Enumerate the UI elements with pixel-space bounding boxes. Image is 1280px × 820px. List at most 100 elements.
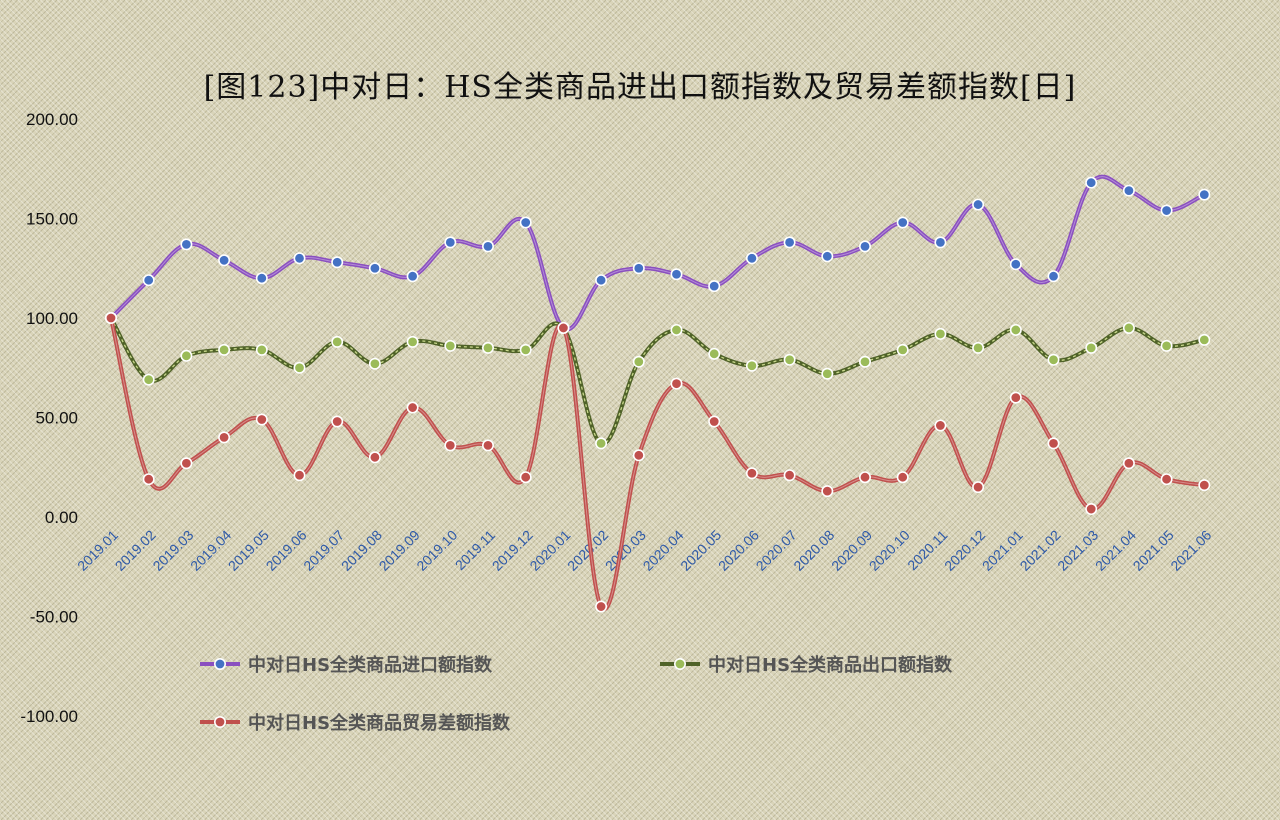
data-point: [1160, 339, 1173, 352]
series-line-highlight: [110, 176, 1205, 330]
data-point: [180, 349, 193, 362]
data-point: [481, 439, 494, 452]
data-point: [972, 341, 985, 354]
legend-marker: [673, 657, 686, 670]
x-tick-label: 2020.07: [753, 527, 800, 574]
data-point: [255, 413, 268, 426]
legend-item-1: 中对日HS全类商品进口额指数: [200, 654, 493, 676]
data-point: [632, 262, 645, 275]
x-tick-label: 2020.08: [790, 527, 837, 574]
data-point: [708, 415, 721, 428]
data-point: [708, 280, 721, 293]
x-tick-label: 2019.01: [74, 527, 121, 574]
data-point: [1160, 473, 1173, 486]
legend: 中对日HS全类商品进口额指数 中对日HS全类商品出口额指数中对日HS全类商品贸易差…: [200, 654, 953, 734]
data-point: [1122, 457, 1135, 470]
x-tick-label: 2019.02: [112, 527, 159, 574]
legend-label: 中对日HS全类商品进口额指数: [248, 654, 493, 676]
data-point: [105, 311, 118, 324]
data-point: [293, 361, 306, 374]
data-point: [670, 323, 683, 336]
data-point: [1198, 479, 1211, 492]
x-tick-label: 2020.06: [715, 527, 762, 574]
y-tick-label: 150.00: [26, 210, 78, 229]
data-point: [444, 439, 457, 452]
data-point: [368, 357, 381, 370]
y-axis: 200.00 150.00 100.00 50.00 0.00 -50.00 -100.00: [20, 110, 78, 726]
series-layer: [105, 174, 1211, 613]
data-point: [293, 252, 306, 265]
x-tick-label: 2019.07: [300, 527, 347, 574]
data-point: [180, 238, 193, 251]
legend-item-3: 中对日HS全类商品贸易差额指数: [200, 712, 511, 734]
data-point: [142, 473, 155, 486]
data-point: [444, 339, 457, 352]
x-tick-label: 2020.01: [526, 527, 573, 574]
data-point: [783, 236, 796, 249]
x-tick-label: 2021.06: [1167, 527, 1214, 574]
data-point: [519, 471, 532, 484]
data-point: [218, 431, 231, 444]
x-tick-label: 2020.03: [602, 527, 649, 574]
x-tick-label: 2020.12: [941, 527, 988, 574]
data-point: [670, 377, 683, 390]
data-point: [368, 262, 381, 275]
data-point: [1009, 391, 1022, 404]
series-3: [105, 311, 1211, 613]
data-point: [1047, 353, 1060, 366]
x-tick-label: 2021.03: [1054, 527, 1101, 574]
x-tick-label: 2020.05: [677, 527, 724, 574]
data-point: [745, 359, 758, 372]
data-point: [783, 353, 796, 366]
data-point: [1085, 503, 1098, 516]
data-point: [331, 256, 344, 269]
data-point: [896, 216, 909, 229]
data-point: [406, 335, 419, 348]
data-point: [934, 236, 947, 249]
data-point: [331, 335, 344, 348]
x-axis: 2019.012019.022019.032019.042019.052019.…: [74, 527, 1215, 574]
data-point: [519, 216, 532, 229]
data-point: [1047, 270, 1060, 283]
data-point: [519, 343, 532, 356]
data-point: [1085, 341, 1098, 354]
x-tick-label: 2020.04: [640, 527, 687, 574]
data-point: [858, 471, 871, 484]
x-tick-label: 2019.03: [149, 527, 196, 574]
data-point: [1122, 184, 1135, 197]
x-tick-label: 2019.12: [489, 527, 536, 574]
data-point: [670, 268, 683, 281]
data-point: [595, 274, 608, 287]
x-tick-label: 2019.09: [376, 527, 423, 574]
legend-marker: [214, 715, 227, 728]
data-point: [595, 437, 608, 450]
data-point: [821, 250, 834, 263]
data-point: [1047, 437, 1060, 450]
y-tick-label: -100.00: [20, 707, 78, 726]
data-point: [331, 415, 344, 428]
data-point: [406, 270, 419, 283]
data-point: [1085, 176, 1098, 189]
data-point: [142, 274, 155, 287]
data-point: [934, 419, 947, 432]
series-line: [109, 316, 1205, 446]
y-tick-label: 0.00: [45, 508, 78, 527]
y-tick-label: -50.00: [30, 608, 78, 627]
data-point: [632, 355, 645, 368]
data-point: [896, 471, 909, 484]
x-tick-label: 2019.04: [187, 527, 234, 574]
legend-label: 中对日HS全类商品出口额指数: [708, 654, 953, 676]
data-point: [557, 321, 570, 334]
data-point: [481, 240, 494, 253]
x-tick-label: 2019.08: [338, 527, 385, 574]
data-point: [255, 343, 268, 356]
data-point: [934, 327, 947, 340]
legend-item-2: 中对日HS全类商品出口额指数: [660, 654, 953, 676]
data-point: [218, 254, 231, 267]
data-point: [1009, 323, 1022, 336]
data-point: [218, 343, 231, 356]
data-point: [821, 367, 834, 380]
series-line: [109, 174, 1206, 332]
x-tick-label: 2020.09: [828, 527, 875, 574]
